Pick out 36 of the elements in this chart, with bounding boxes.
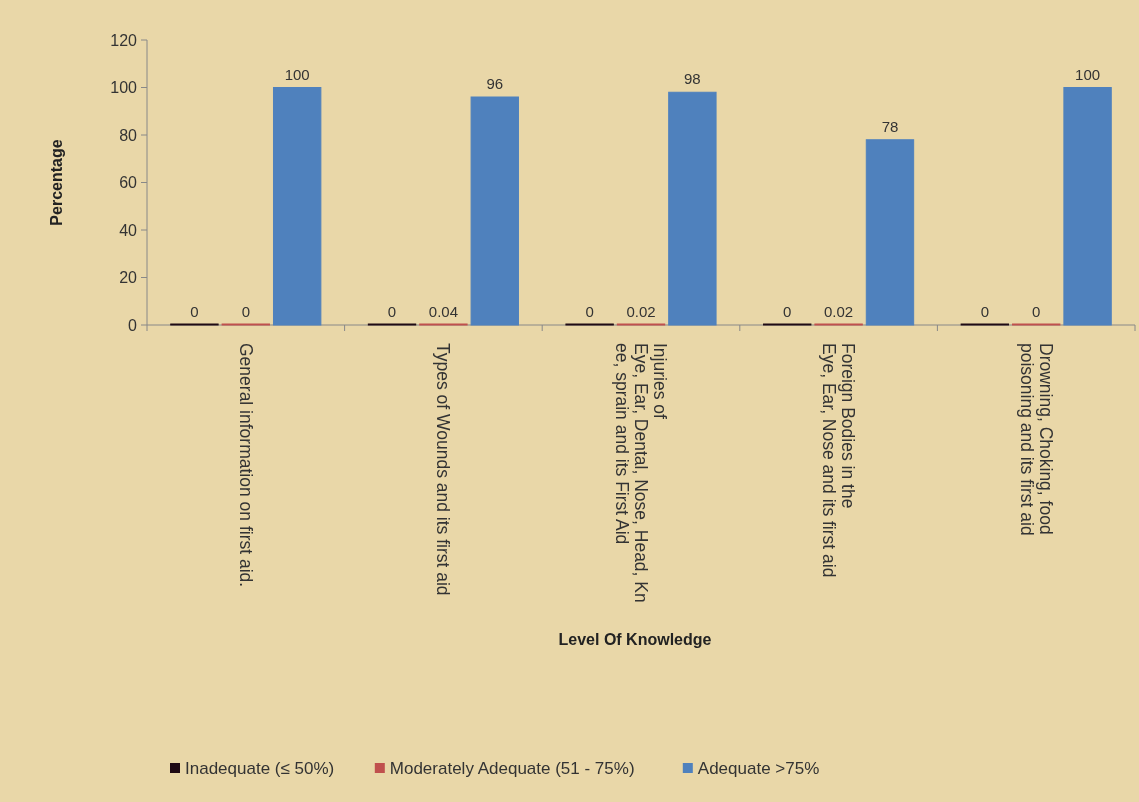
y-tick-label: 60 [119, 174, 138, 192]
bar [272, 87, 322, 326]
y-axis-title: Percentage [48, 139, 65, 226]
data-label: 0 [980, 303, 989, 320]
y-tick-label: 120 [110, 31, 138, 49]
x-tick-label: Types of Wounds and its first aid [433, 343, 454, 596]
bar [1063, 87, 1112, 326]
data-label: 0 [585, 303, 594, 320]
legend-label: Inadequate (≤ 50%) [185, 758, 335, 778]
data-label: 98 [684, 70, 701, 88]
x-tick-label: Drowning, Choking, food poisoning and its first aid [1016, 343, 1056, 536]
data-label: 78 [881, 117, 899, 135]
data-label: 0.02 [824, 302, 854, 320]
data-label: 0 [783, 303, 792, 320]
y-tick-label: 40 [119, 221, 138, 239]
x-tick-label: General information on first aid. [235, 343, 256, 588]
bar [668, 91, 717, 326]
data-label: 0 [1032, 303, 1041, 320]
y-tick-label: 0 [128, 316, 138, 334]
data-label: 0 [241, 303, 250, 320]
y-tick-label: 100 [110, 79, 138, 97]
y-tick-label: 80 [119, 126, 138, 144]
data-label: 100 [284, 65, 310, 83]
data-label: 0 [387, 303, 397, 320]
data-label: 0.04 [428, 302, 458, 320]
legend-label: Moderately Adequate (51 - 75%) [389, 758, 635, 778]
legend-label: Adequate >75% [697, 758, 820, 778]
bar [865, 139, 915, 326]
data-label: 0 [190, 303, 199, 320]
data-label: 0.02 [626, 302, 656, 320]
y-tick-label: 20 [119, 269, 138, 287]
x-tick-label: Injuries of Eye, Ear, Dental, Nose, Head, Kn ee, sprain and its First Aid [612, 343, 670, 603]
x-axis-title: Level Of Knowledge [558, 631, 712, 648]
data-label: 100 [1075, 65, 1101, 83]
bar [470, 96, 519, 326]
data-label: 96 [486, 75, 504, 92]
